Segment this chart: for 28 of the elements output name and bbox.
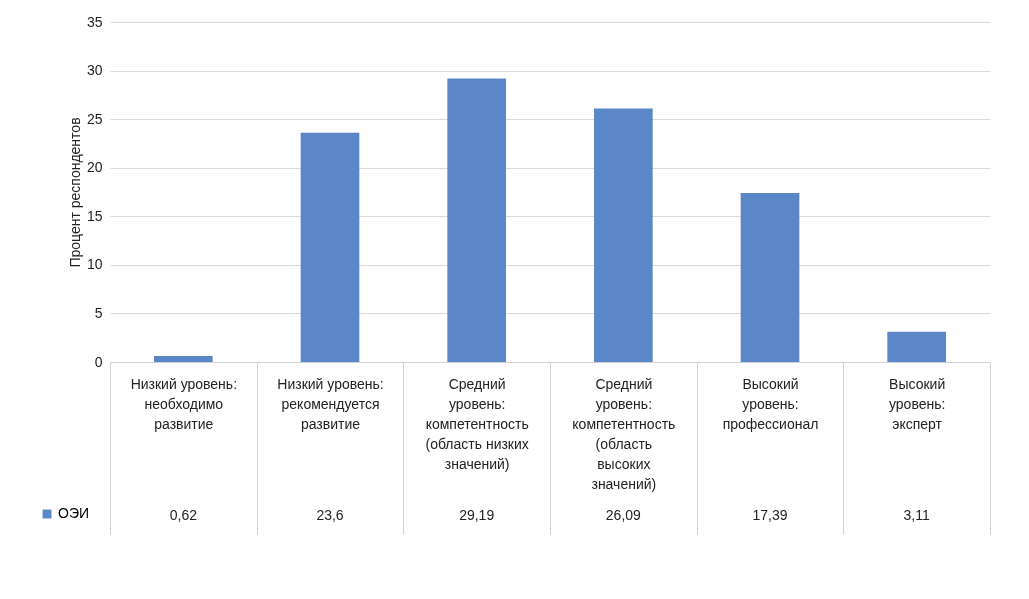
bar: [740, 193, 800, 362]
x-tick-label: Высокий уровень: эксперт: [888, 375, 946, 432]
y-tick-label: 5: [94, 304, 103, 321]
x-tick-label: Низкий уровень: рекомендуется развитие: [277, 375, 384, 432]
text: 0,62: [169, 507, 197, 523]
text: 26,09: [605, 507, 641, 523]
x-tick-label: Высокий уровень: профессионал: [722, 375, 819, 432]
y-tick-label: 20: [86, 159, 103, 176]
bar: [594, 108, 653, 362]
x-tick-label: Низкий уровень: необходимо развитие: [130, 375, 238, 432]
text: 29,19: [459, 507, 495, 523]
bar: [300, 132, 360, 362]
y-tick-label: 10: [86, 256, 103, 273]
bar: [447, 78, 506, 362]
text: 17,39: [752, 507, 788, 523]
y-axis-title: Процент респондентов: [66, 117, 83, 268]
y-tick-label: 15: [86, 207, 103, 224]
bar: [887, 331, 946, 362]
text: 3,11: [903, 507, 930, 523]
y-tick-label: 25: [86, 110, 103, 127]
bar: [154, 355, 213, 362]
y-tick-label: 35: [86, 13, 103, 30]
text: 23,6: [316, 507, 344, 523]
x-tick-label: Средний уровень: компетентность (область высоких значений): [572, 375, 676, 492]
legend-label: ОЭИ: [58, 505, 90, 521]
y-tick-label: 30: [86, 62, 103, 79]
x-tick-label: Средний уровень: компетентность (область низких значений): [425, 375, 529, 472]
y-tick-label: 0: [94, 353, 103, 370]
